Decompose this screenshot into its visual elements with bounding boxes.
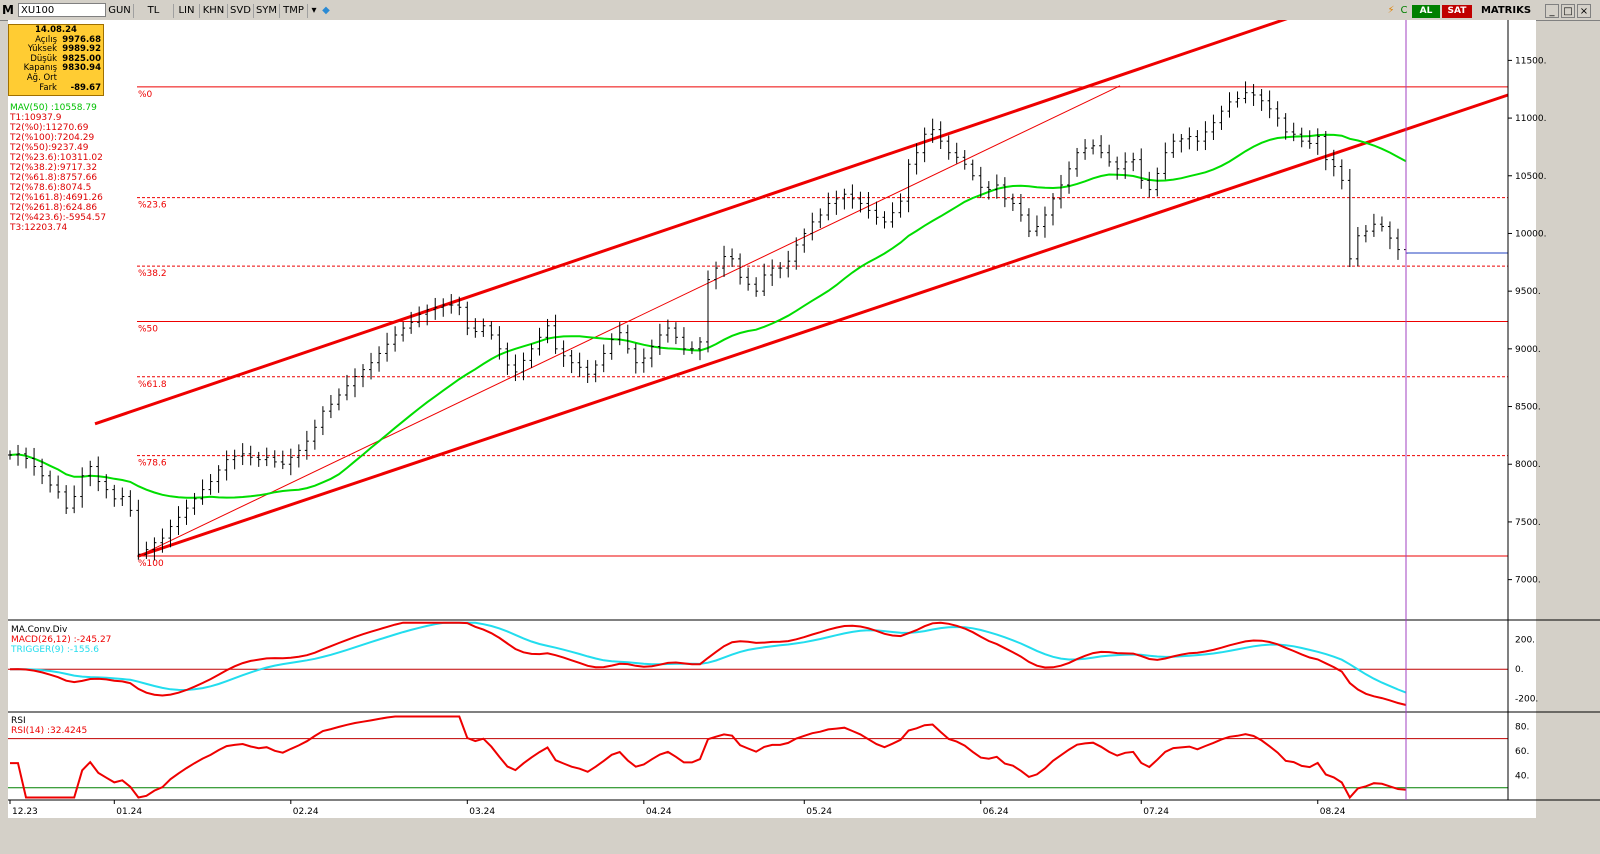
fib-level-label: %50 xyxy=(138,324,158,334)
fib-level-label: %38.2 xyxy=(138,269,167,279)
trigger-legend: TRIGGER(9) :-155.6 xyxy=(10,645,99,655)
x-tick-label: 03.24 xyxy=(469,807,495,817)
trend-fan-line xyxy=(138,85,1121,557)
info-row: Ağ. Ort xyxy=(26,72,57,83)
close-button[interactable]: × xyxy=(1577,4,1591,18)
x-tick-label: 08.24 xyxy=(1320,807,1346,817)
fib-line: T2(%100):7204.29 xyxy=(10,133,95,143)
twitter-icon[interactable]: ◆ xyxy=(322,5,330,16)
y-tick-label: 11000. xyxy=(1515,114,1547,124)
fib-line: T1:10937.9 xyxy=(10,113,62,123)
info-row: Açılış 9976.68 xyxy=(35,34,101,45)
x-tick-label: 06.24 xyxy=(983,807,1009,817)
channel-lower-line xyxy=(137,93,1509,558)
mav-label: MAV(50) :10558.79 xyxy=(10,103,97,113)
status-bar xyxy=(0,836,1600,854)
minimize-button[interactable]: _ xyxy=(1545,4,1559,18)
khn-button[interactable]: KHN xyxy=(200,4,228,18)
y-tick-label: 11500. xyxy=(1515,56,1547,66)
fib-level-label: %23.6 xyxy=(138,201,167,211)
fib-level-label: %0 xyxy=(138,90,153,100)
fib-line: T2(%78.6):8074.5 xyxy=(10,183,92,193)
rsi-legend: RSI(14) :32.4245 xyxy=(11,726,87,736)
buy-button[interactable]: AL xyxy=(1412,5,1440,18)
info-row: Düşük 9825.00 xyxy=(30,53,101,64)
lightning-icon[interactable]: ⚡ xyxy=(1387,5,1395,16)
fib-line: T2(%38.2):9717.32 xyxy=(10,163,98,173)
brand-logo: MATRIKS xyxy=(1480,5,1532,16)
y-tick-label: 7500. xyxy=(1515,518,1541,528)
svd-button[interactable]: SVD xyxy=(228,4,254,18)
ohlc-info-box: 14.08.24 Açılış 9976.68 Yüksek 9989.92 Düş… xyxy=(8,24,104,96)
sym-button[interactable]: SYM xyxy=(254,4,280,18)
chart-canvas[interactable]: %0 %23.6 %38.2 %50 %61.8 %78.6 %100 MA.Conv.Di… xyxy=(0,20,1600,838)
y-tick-label: 9500. xyxy=(1515,287,1541,297)
indicator-legend: MAV(50) :10558.79 T1:10937.9 T2(%0):1127… xyxy=(10,103,106,233)
fib-line: T3:12203.74 xyxy=(10,223,68,233)
y-tick-label: 7000. xyxy=(1515,576,1541,586)
fib-level-label: %61.8 xyxy=(138,380,167,390)
y-tick-label: 8000. xyxy=(1515,460,1541,470)
macd-tick-label: -200. xyxy=(1515,695,1538,705)
macd-tick-label: 0. xyxy=(1515,665,1524,675)
fib-line: T2(%50):9237.49 xyxy=(10,143,89,153)
toolbar: M XU100 GUN TL LIN KHN SVD SYM TMP ▾ ◆ ⚡… xyxy=(0,0,1600,21)
rsi-title: RSI xyxy=(11,716,26,726)
info-row: Fark -89.67 xyxy=(39,82,101,93)
rsi-line xyxy=(10,715,1407,800)
fib-line: T2(%161.8):4691.26 xyxy=(10,193,103,203)
macd-legend: MACD(26,12) :-245.27 xyxy=(11,635,111,645)
y-tick-label: 10000. xyxy=(1515,229,1547,239)
symbol-input[interactable]: XU100 xyxy=(18,3,106,17)
period-button[interactable]: GUN xyxy=(106,4,134,18)
price-panel: %0 %23.6 %38.2 %50 %61.8 %78.6 %100 xyxy=(8,20,1509,569)
x-tick-label: 07.24 xyxy=(1143,807,1169,817)
macd-title: MA.Conv.Div xyxy=(11,625,68,635)
fib-level-label: %78.6 xyxy=(138,459,167,469)
fib-line: T2(%423.6):-5954.57 xyxy=(10,213,107,223)
x-tick-label: 02.24 xyxy=(293,807,319,817)
maximize-button[interactable]: □ xyxy=(1561,4,1575,18)
y-tick-label: 10500. xyxy=(1515,172,1547,182)
rsi-tick-label: 40. xyxy=(1515,771,1529,781)
chart-background xyxy=(8,20,1536,818)
info-row: Kapanış 9830.94 xyxy=(23,63,101,74)
refresh-icon[interactable]: C xyxy=(1400,5,1408,16)
tmp-button[interactable]: TMP xyxy=(280,4,308,18)
y-tick-label: 8500. xyxy=(1515,403,1541,413)
scale-button[interactable]: LIN xyxy=(174,4,200,18)
currency-button[interactable]: TL xyxy=(134,4,174,18)
info-row: Yüksek 9989.92 xyxy=(27,44,101,55)
rsi-tick-label: 60. xyxy=(1515,747,1529,757)
y-tick-label: 9000. xyxy=(1515,345,1541,355)
x-tick-label: 04.24 xyxy=(646,807,672,817)
fib-level-label: %100 xyxy=(138,559,164,569)
sell-button[interactable]: SAT xyxy=(1442,5,1472,18)
x-tick-label: 12.23 xyxy=(12,807,38,817)
menu-icon[interactable]: M xyxy=(2,3,14,17)
axes: 7000. 7500. 8000. 8500. 9000. 9500. 10000. 1050… xyxy=(8,20,1600,817)
fib-line: T2(%61.8):8757.66 xyxy=(10,173,98,183)
rsi-tick-label: 80. xyxy=(1515,722,1529,732)
dropdown-icon[interactable]: ▾ xyxy=(311,5,317,16)
x-tick-label: 05.24 xyxy=(806,807,832,817)
macd-tick-label: 200. xyxy=(1515,636,1535,646)
x-tick-label: 01.24 xyxy=(116,807,142,817)
macd-line xyxy=(9,621,1407,706)
symbol-value: XU100 xyxy=(21,5,55,16)
fib-line: T2(%0):11270.69 xyxy=(10,123,89,133)
info-date: 14.08.24 xyxy=(35,25,77,35)
fib-line: T2(%261.8):624.86 xyxy=(10,203,98,213)
channel-upper-line xyxy=(94,20,1288,426)
fib-line: T2(%23.6):10311.02 xyxy=(10,153,103,163)
